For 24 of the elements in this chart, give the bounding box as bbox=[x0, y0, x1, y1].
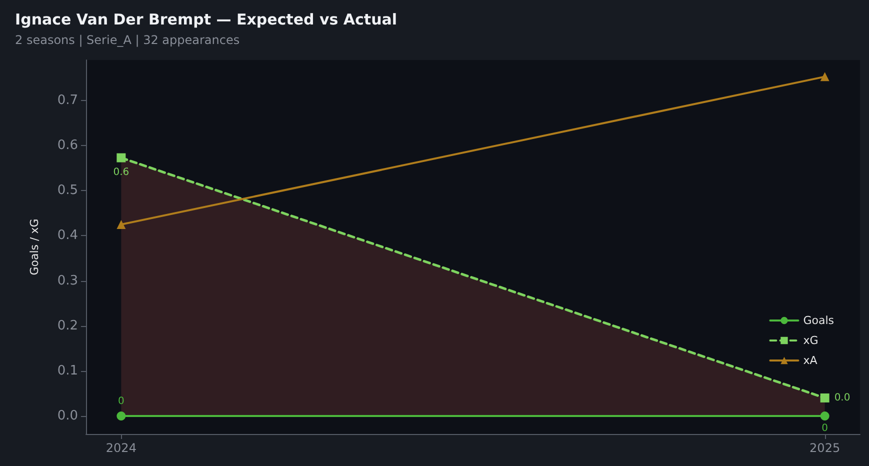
data-label: 0 bbox=[118, 396, 124, 407]
point bbox=[116, 153, 126, 162]
y-tick-label: 0.3 bbox=[57, 273, 78, 288]
y-tick-label: 0.7 bbox=[57, 93, 78, 108]
y-tick-label: 0.1 bbox=[57, 363, 78, 378]
x-tick-label: 2024 bbox=[106, 441, 136, 455]
y-tick-label: 0.0 bbox=[57, 408, 78, 424]
y-tick-label: 0.5 bbox=[57, 183, 78, 198]
point bbox=[820, 393, 830, 402]
data-label: 0.6 bbox=[113, 166, 130, 178]
y-tick-label: 0.2 bbox=[57, 318, 78, 334]
chart-title: Ignace Van Der Brempt — Expected vs Actual bbox=[15, 10, 398, 28]
y-tick-label: 0.6 bbox=[57, 138, 78, 154]
legend-label: xG bbox=[803, 334, 818, 347]
point bbox=[116, 411, 126, 420]
data-label: 0.0 bbox=[834, 392, 850, 404]
legend-label: Goals bbox=[803, 314, 834, 327]
y-tick-label: 0.4 bbox=[57, 228, 78, 244]
data-label: 0 bbox=[822, 422, 828, 434]
chart-subtitle: 2 seasons | Serie_A | 32 appearances bbox=[15, 33, 240, 47]
point bbox=[820, 411, 830, 420]
y-axis-title: Goals / xG bbox=[28, 218, 41, 276]
x-tick-label: 2025 bbox=[810, 441, 840, 455]
legend-label: xA bbox=[803, 354, 818, 367]
